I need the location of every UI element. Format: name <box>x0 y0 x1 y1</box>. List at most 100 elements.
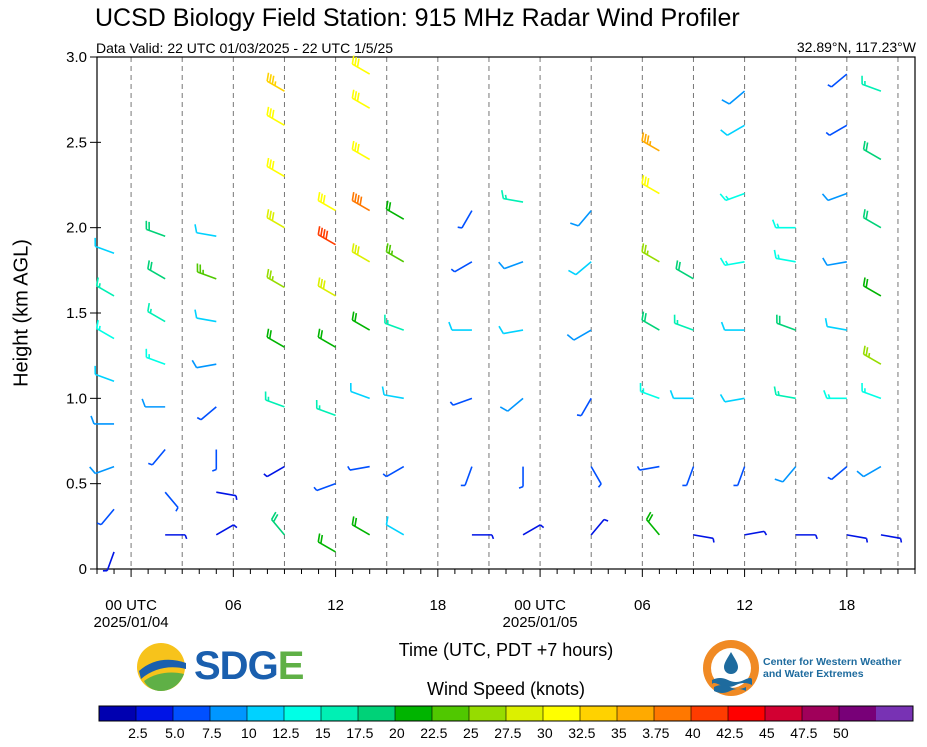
colorbar-tick-label: 45 <box>759 725 775 741</box>
wind-barb <box>164 491 179 509</box>
wind-barb-half-flag <box>827 394 831 399</box>
wind-barb-flag <box>773 386 777 396</box>
wind-barb <box>454 261 473 273</box>
colorbar-swatch <box>506 706 544 721</box>
colorbar-tick-label: 35 <box>611 725 627 741</box>
wind-barb <box>503 197 524 203</box>
wind-barb <box>383 394 404 400</box>
wind-barb-flag <box>351 516 355 525</box>
wind-barb-flag <box>268 270 272 280</box>
wind-barb-flag <box>719 257 726 266</box>
wind-barb <box>744 530 765 536</box>
wind-barb-flag <box>643 133 647 143</box>
sdge-wordmark: SDGE <box>194 644 304 688</box>
wind-barb-half-flag <box>235 495 238 501</box>
wind-barb-flag <box>448 321 453 331</box>
chart-title: UCSD Biology Field Station: 915 MHz Rada… <box>95 4 740 32</box>
wind-barb-flag <box>719 394 726 403</box>
wind-barb <box>452 397 473 406</box>
colorbar-tick-label: 27.5 <box>494 725 521 741</box>
wind-barb-half-flag <box>777 391 780 396</box>
wind-barb-flag <box>862 209 866 218</box>
wind-barb <box>880 534 901 540</box>
wind-barb-flag <box>268 108 272 117</box>
wind-barb-flag <box>354 193 358 203</box>
wind-barb <box>861 390 882 400</box>
wind-barb-flag <box>317 192 321 201</box>
wind-barb-flag <box>271 212 275 221</box>
wind-barb <box>386 524 405 536</box>
wind-barb-flag <box>856 470 865 478</box>
colorbar-swatch <box>358 706 396 721</box>
wind-barb <box>384 322 405 331</box>
colorbar-swatch <box>802 706 840 721</box>
colorbar-tick-label: 32.5 <box>568 725 595 741</box>
wind-barb-half-flag <box>725 195 730 200</box>
wind-barb <box>863 353 882 365</box>
wind-barb-flag <box>356 246 360 255</box>
wind-barb-flag <box>320 278 324 288</box>
wind-barb-half-flag <box>98 283 101 288</box>
wind-barb <box>775 257 796 263</box>
wind-barb-flag <box>89 466 96 474</box>
wind-barb-half-flag <box>636 465 641 471</box>
colorbar-tick-label: 12.5 <box>272 725 299 741</box>
wind-barb <box>317 234 336 246</box>
wind-barb <box>645 519 660 536</box>
wind-barb <box>350 390 370 400</box>
y-tick-label: 0.5 <box>66 476 87 493</box>
wind-barb <box>728 90 746 105</box>
colorbar-tick-label: 50 <box>833 725 849 741</box>
wind-barb-flag <box>641 311 645 321</box>
wind-barb-half-flag <box>724 260 729 266</box>
colorbar-tick-label: 25 <box>463 725 479 741</box>
wind-barb-half-flag <box>390 250 394 255</box>
cw3e-name-line-2: and Water Extremes <box>763 668 864 680</box>
wind-barb <box>351 63 371 75</box>
wind-barb-flag <box>566 334 575 341</box>
wind-barb-flag <box>354 91 358 100</box>
y-tick-label: 2.5 <box>66 134 87 151</box>
wind-barb-flag <box>862 345 866 355</box>
wind-barb-half-flag <box>865 538 869 543</box>
colorbar-tick-label: 3.75 <box>642 725 669 741</box>
wind-barb <box>266 216 285 229</box>
wind-barb-flag <box>320 227 324 237</box>
wind-barb <box>724 397 745 403</box>
wind-barb <box>861 83 882 92</box>
wind-barb <box>675 268 694 280</box>
wind-barb <box>829 124 848 136</box>
wind-barb-flag <box>641 243 645 252</box>
wind-barb-flag <box>645 511 652 520</box>
wind-barb-flag <box>499 406 509 412</box>
station-location: 32.89°N, 117.23°W <box>796 39 916 55</box>
wind-barb-half-flag <box>777 254 780 259</box>
wind-barb-flag <box>147 302 151 312</box>
colorbar-swatch <box>284 706 322 721</box>
wind-barb-flag <box>354 313 358 322</box>
wind-barb-flag <box>385 243 389 252</box>
x-tick-label: 06 <box>634 597 651 614</box>
y-tick-label: 1.5 <box>66 305 87 322</box>
wind-barb <box>685 466 695 486</box>
colorbar-swatch <box>580 706 618 721</box>
wind-barb-flag <box>266 72 270 82</box>
wind-barb-flag <box>356 143 360 153</box>
colorbar-label: Wind Speed (knots) <box>426 679 586 699</box>
wind-barb <box>351 524 371 536</box>
wind-barb <box>386 208 405 220</box>
y-tick-label: 0 <box>79 561 87 578</box>
wind-barb <box>507 397 524 412</box>
wind-barb-flag <box>351 243 355 252</box>
wind-barb <box>317 541 336 553</box>
colorbar-tick-label: 40 <box>685 725 701 741</box>
wind-barb-flag <box>322 195 326 204</box>
colorbar-tick-label: 20 <box>389 725 405 741</box>
wind-barb-flag <box>356 58 360 68</box>
wind-barb-flag <box>271 160 275 170</box>
colorbar-tick-label: 42.5 <box>716 725 743 741</box>
wind-barb-flag <box>647 514 654 523</box>
wind-barb <box>775 394 796 400</box>
wind-barb <box>147 310 166 323</box>
